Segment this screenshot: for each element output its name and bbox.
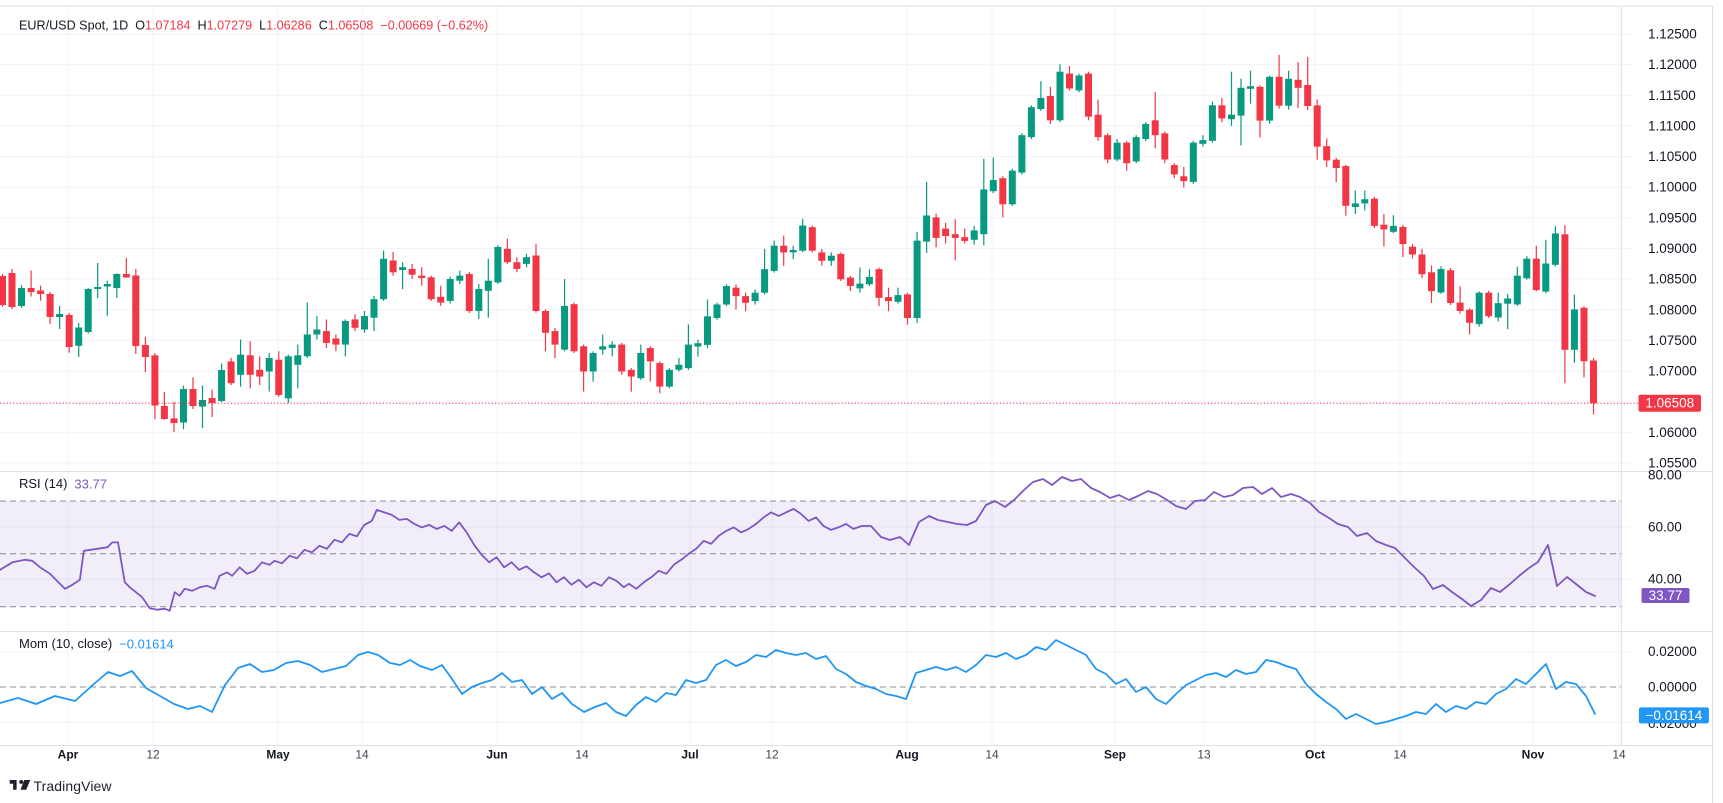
svg-text:14: 14	[1393, 748, 1407, 762]
svg-text:1.11000: 1.11000	[1648, 118, 1696, 133]
svg-text:1.10000: 1.10000	[1648, 180, 1697, 195]
svg-text:12: 12	[146, 748, 160, 762]
svg-text:1.05500: 1.05500	[1648, 456, 1697, 471]
svg-text:Jun: Jun	[486, 748, 507, 762]
svg-text:1.09500: 1.09500	[1648, 210, 1697, 225]
svg-text:1.08000: 1.08000	[1648, 302, 1697, 317]
svg-text:Jul: Jul	[681, 748, 698, 762]
svg-text:−0.01614: −0.01614	[1646, 708, 1703, 723]
svg-text:12: 12	[765, 748, 779, 762]
svg-text:Aug: Aug	[895, 748, 918, 762]
svg-text:14: 14	[575, 748, 589, 762]
svg-text:Oct: Oct	[1305, 748, 1325, 762]
svg-text:80.00: 80.00	[1648, 468, 1682, 483]
svg-text:1.11500: 1.11500	[1648, 88, 1696, 103]
svg-text:Mom (10, close)−0.01614: Mom (10, close) −0.01614	[19, 636, 174, 651]
svg-text:0.02000: 0.02000	[1648, 644, 1697, 659]
svg-text:1.06000: 1.06000	[1648, 425, 1697, 440]
svg-text:1.12000: 1.12000	[1648, 57, 1697, 72]
svg-text:1.10500: 1.10500	[1648, 149, 1697, 164]
svg-text:Apr: Apr	[58, 748, 79, 762]
svg-text:1.06508: 1.06508	[1645, 396, 1694, 411]
svg-text:RSI (14)33.77: RSI (14) 33.77	[19, 476, 107, 491]
svg-text:33.77: 33.77	[1649, 588, 1683, 603]
svg-text:Sep: Sep	[1104, 748, 1126, 762]
svg-text:TradingView: TradingView	[34, 778, 113, 794]
svg-text:14: 14	[1612, 748, 1626, 762]
svg-text:1.09000: 1.09000	[1648, 241, 1697, 256]
svg-text:1.12500: 1.12500	[1648, 27, 1697, 42]
svg-text:1.07500: 1.07500	[1648, 333, 1697, 348]
svg-text:Nov: Nov	[1522, 748, 1545, 762]
svg-text:14: 14	[355, 748, 369, 762]
svg-text:40.00: 40.00	[1648, 572, 1682, 587]
svg-text:0.00000: 0.00000	[1648, 679, 1697, 694]
svg-text:60.00: 60.00	[1648, 520, 1682, 535]
svg-text:14: 14	[985, 748, 999, 762]
svg-text:1.07000: 1.07000	[1648, 364, 1697, 379]
svg-text:13: 13	[1197, 748, 1211, 762]
svg-text:1.08500: 1.08500	[1648, 272, 1697, 287]
svg-text:May: May	[266, 748, 290, 762]
